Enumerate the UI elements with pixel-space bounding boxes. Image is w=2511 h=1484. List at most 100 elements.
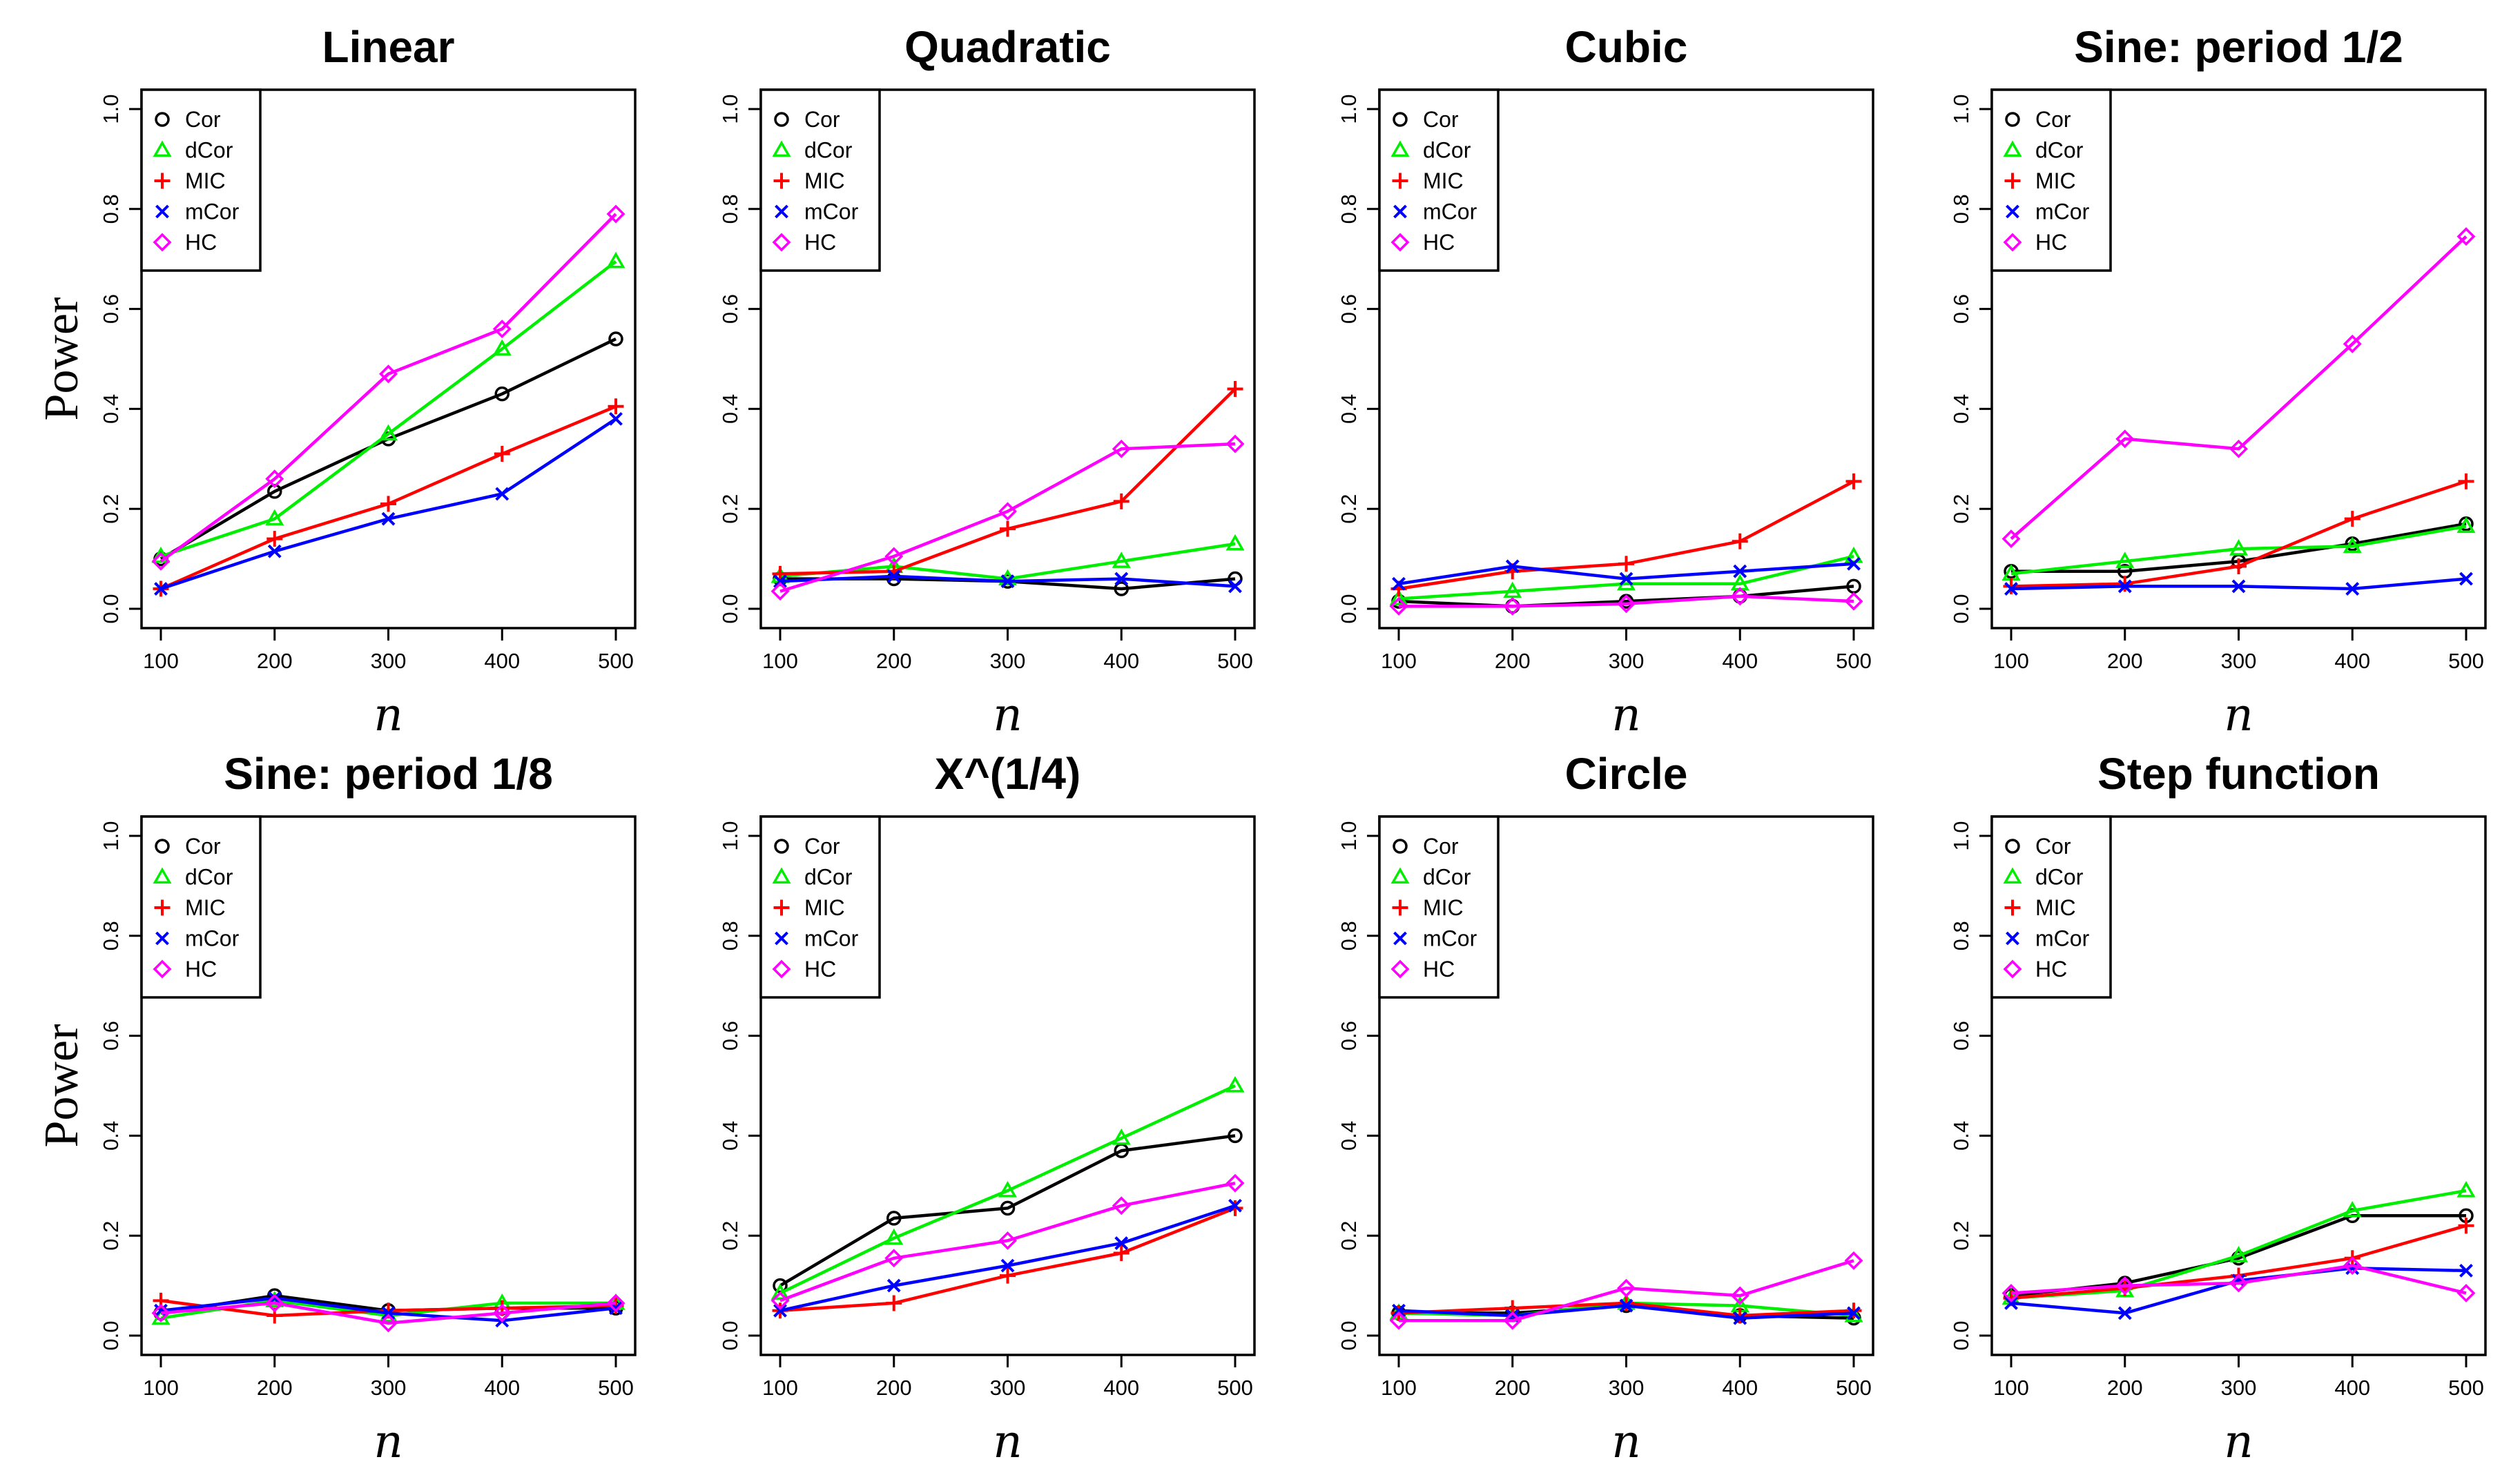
series-dcor bbox=[151, 251, 626, 563]
data-point-mic bbox=[1113, 1245, 1130, 1262]
legend-marker-mcor bbox=[1393, 931, 1407, 946]
y-tick-label: 0.2 bbox=[99, 494, 123, 524]
data-point-mic bbox=[886, 1295, 902, 1311]
x-tick-label: 100 bbox=[762, 649, 798, 673]
data-point-mcor bbox=[495, 487, 510, 501]
data-point-hc bbox=[606, 1293, 626, 1313]
data-point-hc bbox=[2343, 334, 2362, 353]
y-tick-label: 0.6 bbox=[1337, 1021, 1361, 1051]
y-tick-label: 0.2 bbox=[99, 1221, 123, 1251]
chart-panel-6: X^(1/4) 100 200 300 400 500 0.0 0.2 0.4 0.6 0.8 1.0… bbox=[718, 749, 1256, 1468]
y-tick-label: 0.4 bbox=[1949, 394, 1973, 424]
legend-marker-hc bbox=[772, 959, 791, 979]
legend: Cor dCor MIC mCor HC bbox=[759, 88, 881, 272]
series-line-hc bbox=[779, 1181, 1236, 1302]
data-point-dcor bbox=[606, 251, 626, 269]
legend-marker-hc bbox=[153, 233, 172, 252]
y-tick-label: 0.6 bbox=[718, 294, 742, 324]
x-axis-label: n bbox=[993, 688, 1022, 741]
data-point-mcor bbox=[2117, 579, 2132, 594]
data-point-mcor bbox=[267, 544, 282, 558]
data-point-mic bbox=[2344, 511, 2360, 527]
data-point-mcor bbox=[154, 582, 168, 596]
legend-marker-mcor bbox=[775, 204, 788, 219]
x-tick-label: 400 bbox=[484, 649, 520, 673]
data-point-mcor bbox=[1733, 564, 1747, 578]
x-tick-label: 500 bbox=[2448, 649, 2484, 673]
x-tick-label: 400 bbox=[1103, 649, 1139, 673]
data-point-mcor bbox=[1505, 559, 1520, 574]
data-point-hc bbox=[1844, 1251, 1863, 1270]
legend: Cor dCor MIC mCor HC bbox=[140, 815, 262, 999]
legend-marker-dcor bbox=[2003, 867, 2022, 884]
legend-marker-dcor bbox=[2003, 140, 2022, 157]
data-point-hc bbox=[265, 1293, 284, 1313]
legend-label-cor: Cor bbox=[804, 107, 840, 132]
legend-marker-dcor bbox=[1390, 140, 1410, 157]
legend-marker-hc bbox=[153, 959, 172, 979]
series-line-hc bbox=[2010, 1264, 2467, 1295]
x-axis-label: n bbox=[1611, 1415, 1641, 1468]
series-mic bbox=[772, 1200, 1243, 1319]
series-mic bbox=[2003, 473, 2474, 594]
y-tick-label: 0.6 bbox=[1949, 294, 1973, 324]
y-tick-label: 0.2 bbox=[1949, 494, 1973, 524]
series-line-dcor bbox=[2010, 525, 2467, 576]
chart-panel-3: Cubic 100 200 300 400 500 0.0 0.2 0.4 0.6 0.8 1.0 n C… bbox=[1337, 22, 1874, 741]
legend-marker-cor bbox=[155, 112, 170, 127]
x-axis-label: n bbox=[374, 688, 403, 741]
data-point-cor bbox=[1000, 1200, 1016, 1216]
y-tick-label: 0.2 bbox=[718, 494, 742, 524]
x-tick-label: 100 bbox=[1993, 649, 2029, 673]
series-mic bbox=[772, 380, 1243, 582]
series-line-hc bbox=[160, 1301, 617, 1325]
x-tick-label: 300 bbox=[371, 1376, 407, 1400]
data-point-hc bbox=[606, 204, 626, 224]
data-point-hc bbox=[151, 551, 171, 571]
legend-label-mcor: mCor bbox=[185, 199, 240, 224]
data-point-mcor bbox=[1000, 1258, 1015, 1273]
legend-marker-hc bbox=[2003, 959, 2022, 979]
legend-marker-cor bbox=[1393, 839, 1408, 854]
chart-title: X^(1/4) bbox=[935, 749, 1081, 799]
y-tick-label: 0.8 bbox=[1337, 921, 1361, 950]
series-mcor bbox=[1392, 556, 1861, 591]
legend-label-mic: MIC bbox=[185, 895, 226, 920]
legend-marker-mcor bbox=[775, 931, 788, 946]
x-tick-label: 500 bbox=[598, 649, 634, 673]
legend-label-mic: MIC bbox=[804, 168, 845, 193]
data-point-hc bbox=[1617, 1278, 1636, 1298]
series-hc bbox=[151, 1293, 626, 1333]
legend-label-mic: MIC bbox=[185, 168, 226, 193]
series-dcor bbox=[770, 1075, 1245, 1300]
legend-marker-mcor bbox=[2006, 204, 2019, 219]
data-point-hc bbox=[1112, 1196, 1131, 1215]
legend-marker-dcor bbox=[1390, 867, 1410, 884]
legend-label-dcor: dCor bbox=[2035, 138, 2084, 163]
data-point-cor bbox=[1228, 1128, 1243, 1144]
x-axis-label: n bbox=[993, 1415, 1022, 1468]
chart-panel-7: Circle 100 200 300 400 500 0.0 0.2 0.4 0.6 0.8 1.0 n… bbox=[1337, 749, 1874, 1468]
data-point-hc bbox=[2001, 529, 2021, 549]
x-tick-label: 500 bbox=[1217, 1376, 1253, 1400]
data-point-mic bbox=[1618, 1295, 1634, 1311]
legend-label-mcor: mCor bbox=[804, 926, 859, 951]
data-point-mcor bbox=[609, 411, 623, 426]
series-line-dcor bbox=[779, 1084, 1236, 1295]
data-point-mcor bbox=[1228, 579, 1242, 594]
data-point-hc bbox=[1730, 1286, 1749, 1305]
data-point-hc bbox=[1112, 439, 1131, 458]
y-tick-label: 0.2 bbox=[1949, 1221, 1973, 1251]
y-tick-label: 0.2 bbox=[1337, 494, 1361, 524]
data-point-hc bbox=[492, 320, 512, 339]
legend-label-cor: Cor bbox=[185, 834, 221, 859]
legend-marker-mic bbox=[1392, 899, 1408, 916]
data-point-hc bbox=[1389, 1311, 1408, 1330]
data-point-dcor bbox=[151, 546, 171, 563]
data-point-hc bbox=[2115, 1276, 2135, 1296]
x-tick-label: 100 bbox=[143, 649, 179, 673]
chart-title: Step function bbox=[2097, 749, 2380, 799]
data-point-dcor bbox=[1389, 589, 1408, 606]
data-point-hc bbox=[1617, 594, 1636, 614]
x-tick-label: 500 bbox=[1836, 1376, 1872, 1400]
